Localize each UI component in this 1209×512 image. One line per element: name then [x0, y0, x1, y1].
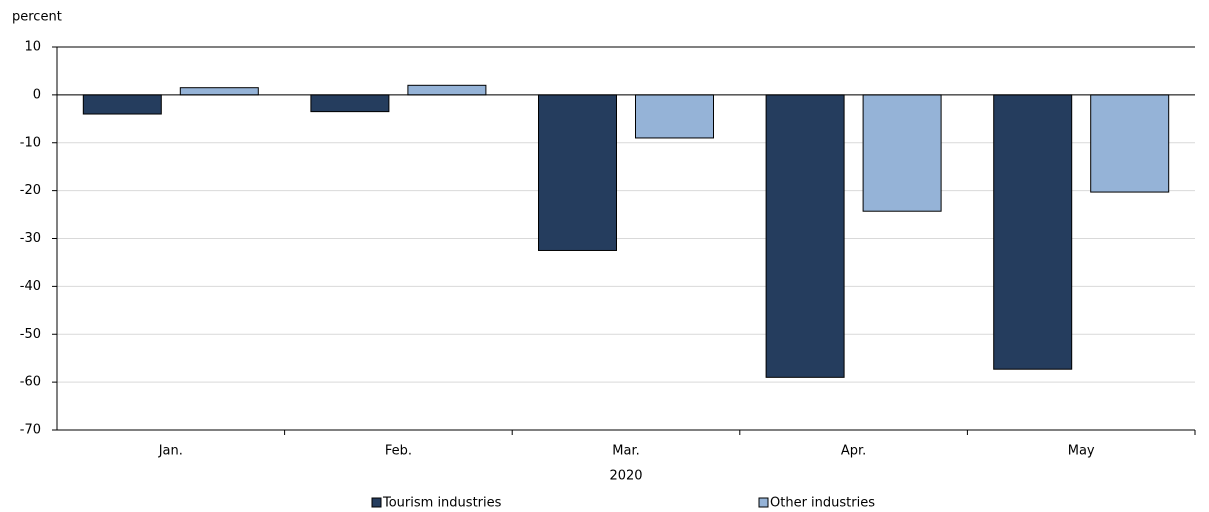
bar	[179, 87, 259, 96]
bar	[82, 94, 162, 115]
legend-label: Tourism industries	[382, 496, 502, 511]
bar	[538, 94, 617, 251]
y-axis-label: percent	[12, 10, 62, 25]
y-tick-label: 0	[33, 87, 41, 102]
y-tick-label: 10	[24, 40, 41, 55]
bar	[765, 94, 845, 378]
bar	[993, 94, 1073, 370]
y-tick-label: -20	[20, 183, 41, 198]
bar	[407, 84, 487, 96]
y-tick-label: -40	[20, 279, 41, 294]
y-tick-label: -60	[20, 375, 41, 390]
legend-label: Other industries	[770, 496, 875, 511]
bar	[1090, 94, 1170, 193]
y-tick-label: -50	[20, 327, 41, 342]
legend-swatch	[758, 497, 769, 508]
x-axis-label: 2020	[609, 469, 642, 484]
x-tick-label: May	[1068, 444, 1095, 459]
bar	[862, 94, 942, 212]
y-tick-label: -30	[20, 231, 41, 246]
x-tick-label: Jan.	[158, 444, 183, 459]
x-tick-label: Feb.	[385, 444, 412, 459]
legend-swatch	[371, 497, 382, 508]
bar	[310, 94, 390, 113]
x-tick-label: Apr.	[841, 444, 866, 459]
bar	[635, 94, 714, 139]
y-tick-label: -70	[20, 423, 41, 438]
x-tick-label: Mar.	[612, 444, 639, 459]
y-tick-label: -10	[20, 135, 41, 150]
